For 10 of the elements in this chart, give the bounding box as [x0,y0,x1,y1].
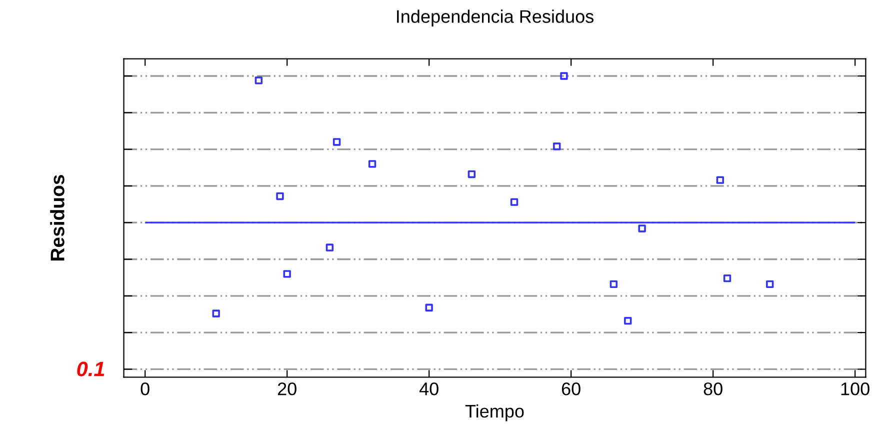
x-tick-label: 40 [419,382,438,396]
x-tick-label: 100 [841,382,870,396]
chart-title: Independencia Residuos [397,10,594,26]
text: 0.1 [77,362,104,376]
x-tick-label: 60 [562,382,580,396]
x-tick-label: 0 [140,382,150,396]
x-tick-label: 20 [278,382,296,396]
y-axis-title: Residuos [50,175,64,260]
x-tick-label: 80 [704,382,722,396]
x-axis-title: Tiempo [465,404,524,422]
